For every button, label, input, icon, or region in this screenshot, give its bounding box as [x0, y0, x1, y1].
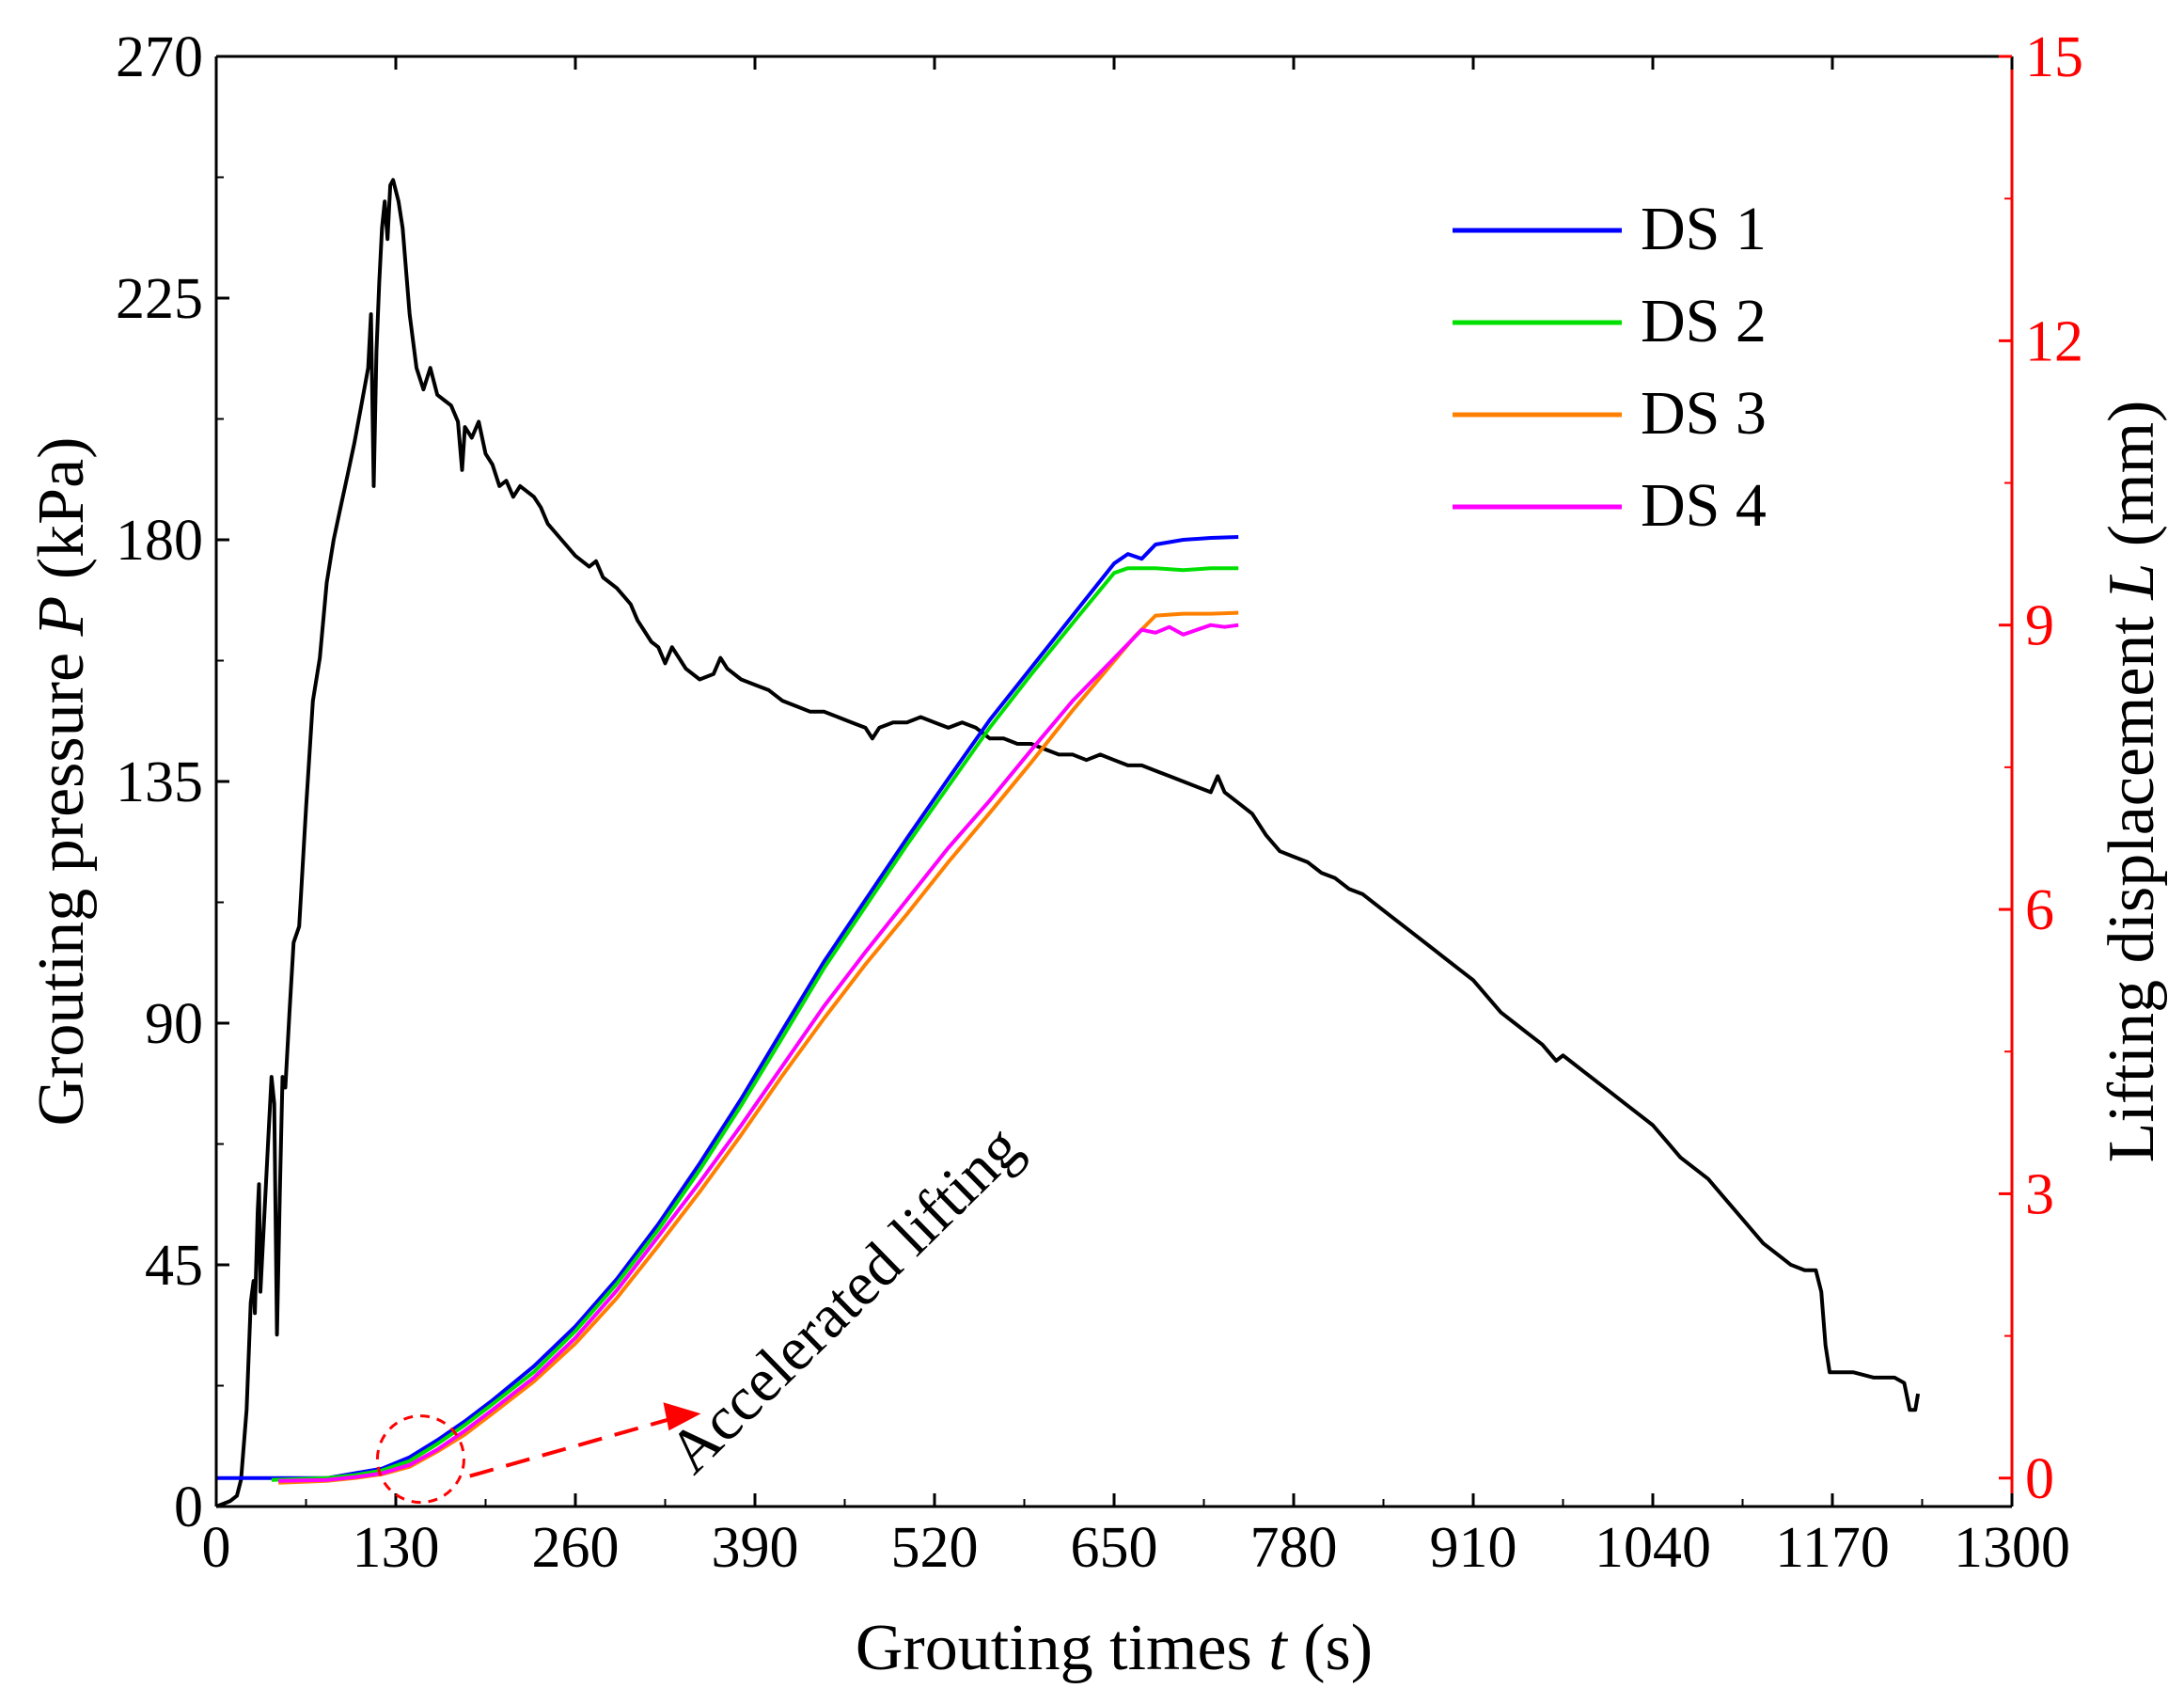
- y-right-tick-label: 0: [2025, 1447, 2054, 1511]
- x-tick-label: 1040: [1595, 1516, 1711, 1580]
- series-layer: [215, 178, 1921, 1508]
- y-right-tick-label: 3: [2025, 1162, 2054, 1226]
- legend: DS 1 DS 2 DS 3 DS 4: [1453, 195, 1767, 540]
- x-axis-title: Grouting times t (s): [856, 1612, 1373, 1684]
- y-left-tick-label: 180: [116, 509, 203, 573]
- x-tick-label: 910: [1430, 1516, 1517, 1580]
- x-tick-label: 1170: [1775, 1516, 1890, 1580]
- y-right-tick-label: 9: [2025, 594, 2054, 658]
- annotation-circle: [375, 1414, 465, 1505]
- legend-label-ds-4: DS 4: [1641, 471, 1767, 540]
- y-left-tick-label: 225: [116, 267, 203, 331]
- y-left-tick-label: 0: [174, 1475, 203, 1539]
- series-line-pressure: [215, 178, 1921, 1508]
- x-tick-label: 260: [532, 1516, 620, 1580]
- legend-label-ds-3: DS 3: [1641, 379, 1767, 448]
- legend-label-ds-2: DS 2: [1641, 287, 1767, 355]
- x-tick-label: 130: [353, 1516, 440, 1580]
- y-left-tick-label: 135: [116, 750, 203, 814]
- annotation-arrowhead: [663, 1402, 701, 1431]
- y-right-tick-label: 15: [2025, 25, 2083, 89]
- y-right-tick-label: 12: [2025, 309, 2083, 373]
- x-tick-label: 780: [1250, 1516, 1338, 1580]
- y-right-axis-title: Lifting displacement L (mm): [2096, 401, 2168, 1163]
- legend-label-ds-1: DS 1: [1641, 195, 1767, 263]
- x-tick-label: 0: [202, 1516, 231, 1580]
- y-left-tick-label: 45: [145, 1234, 203, 1298]
- y-left-axis-title: Grouting pressure P (kPa): [25, 437, 98, 1127]
- y-right-tick-label: 6: [2025, 878, 2054, 942]
- x-tick-label: 1300: [1954, 1516, 2070, 1580]
- series-line-ds-1: [216, 535, 1239, 1480]
- series-line-ds-2: [271, 566, 1239, 1482]
- y-left-tick-label: 90: [145, 992, 203, 1056]
- series-line-ds-4: [278, 623, 1239, 1483]
- y-left-tick-label: 270: [116, 25, 203, 89]
- x-tick-label: 390: [712, 1516, 799, 1580]
- ticks-layer: 0 130 260 390 520 650 780 910 1040 1170 1300045901…: [25, 25, 2168, 1684]
- x-tick-label: 650: [1071, 1516, 1158, 1580]
- x-tick-label: 520: [891, 1516, 979, 1580]
